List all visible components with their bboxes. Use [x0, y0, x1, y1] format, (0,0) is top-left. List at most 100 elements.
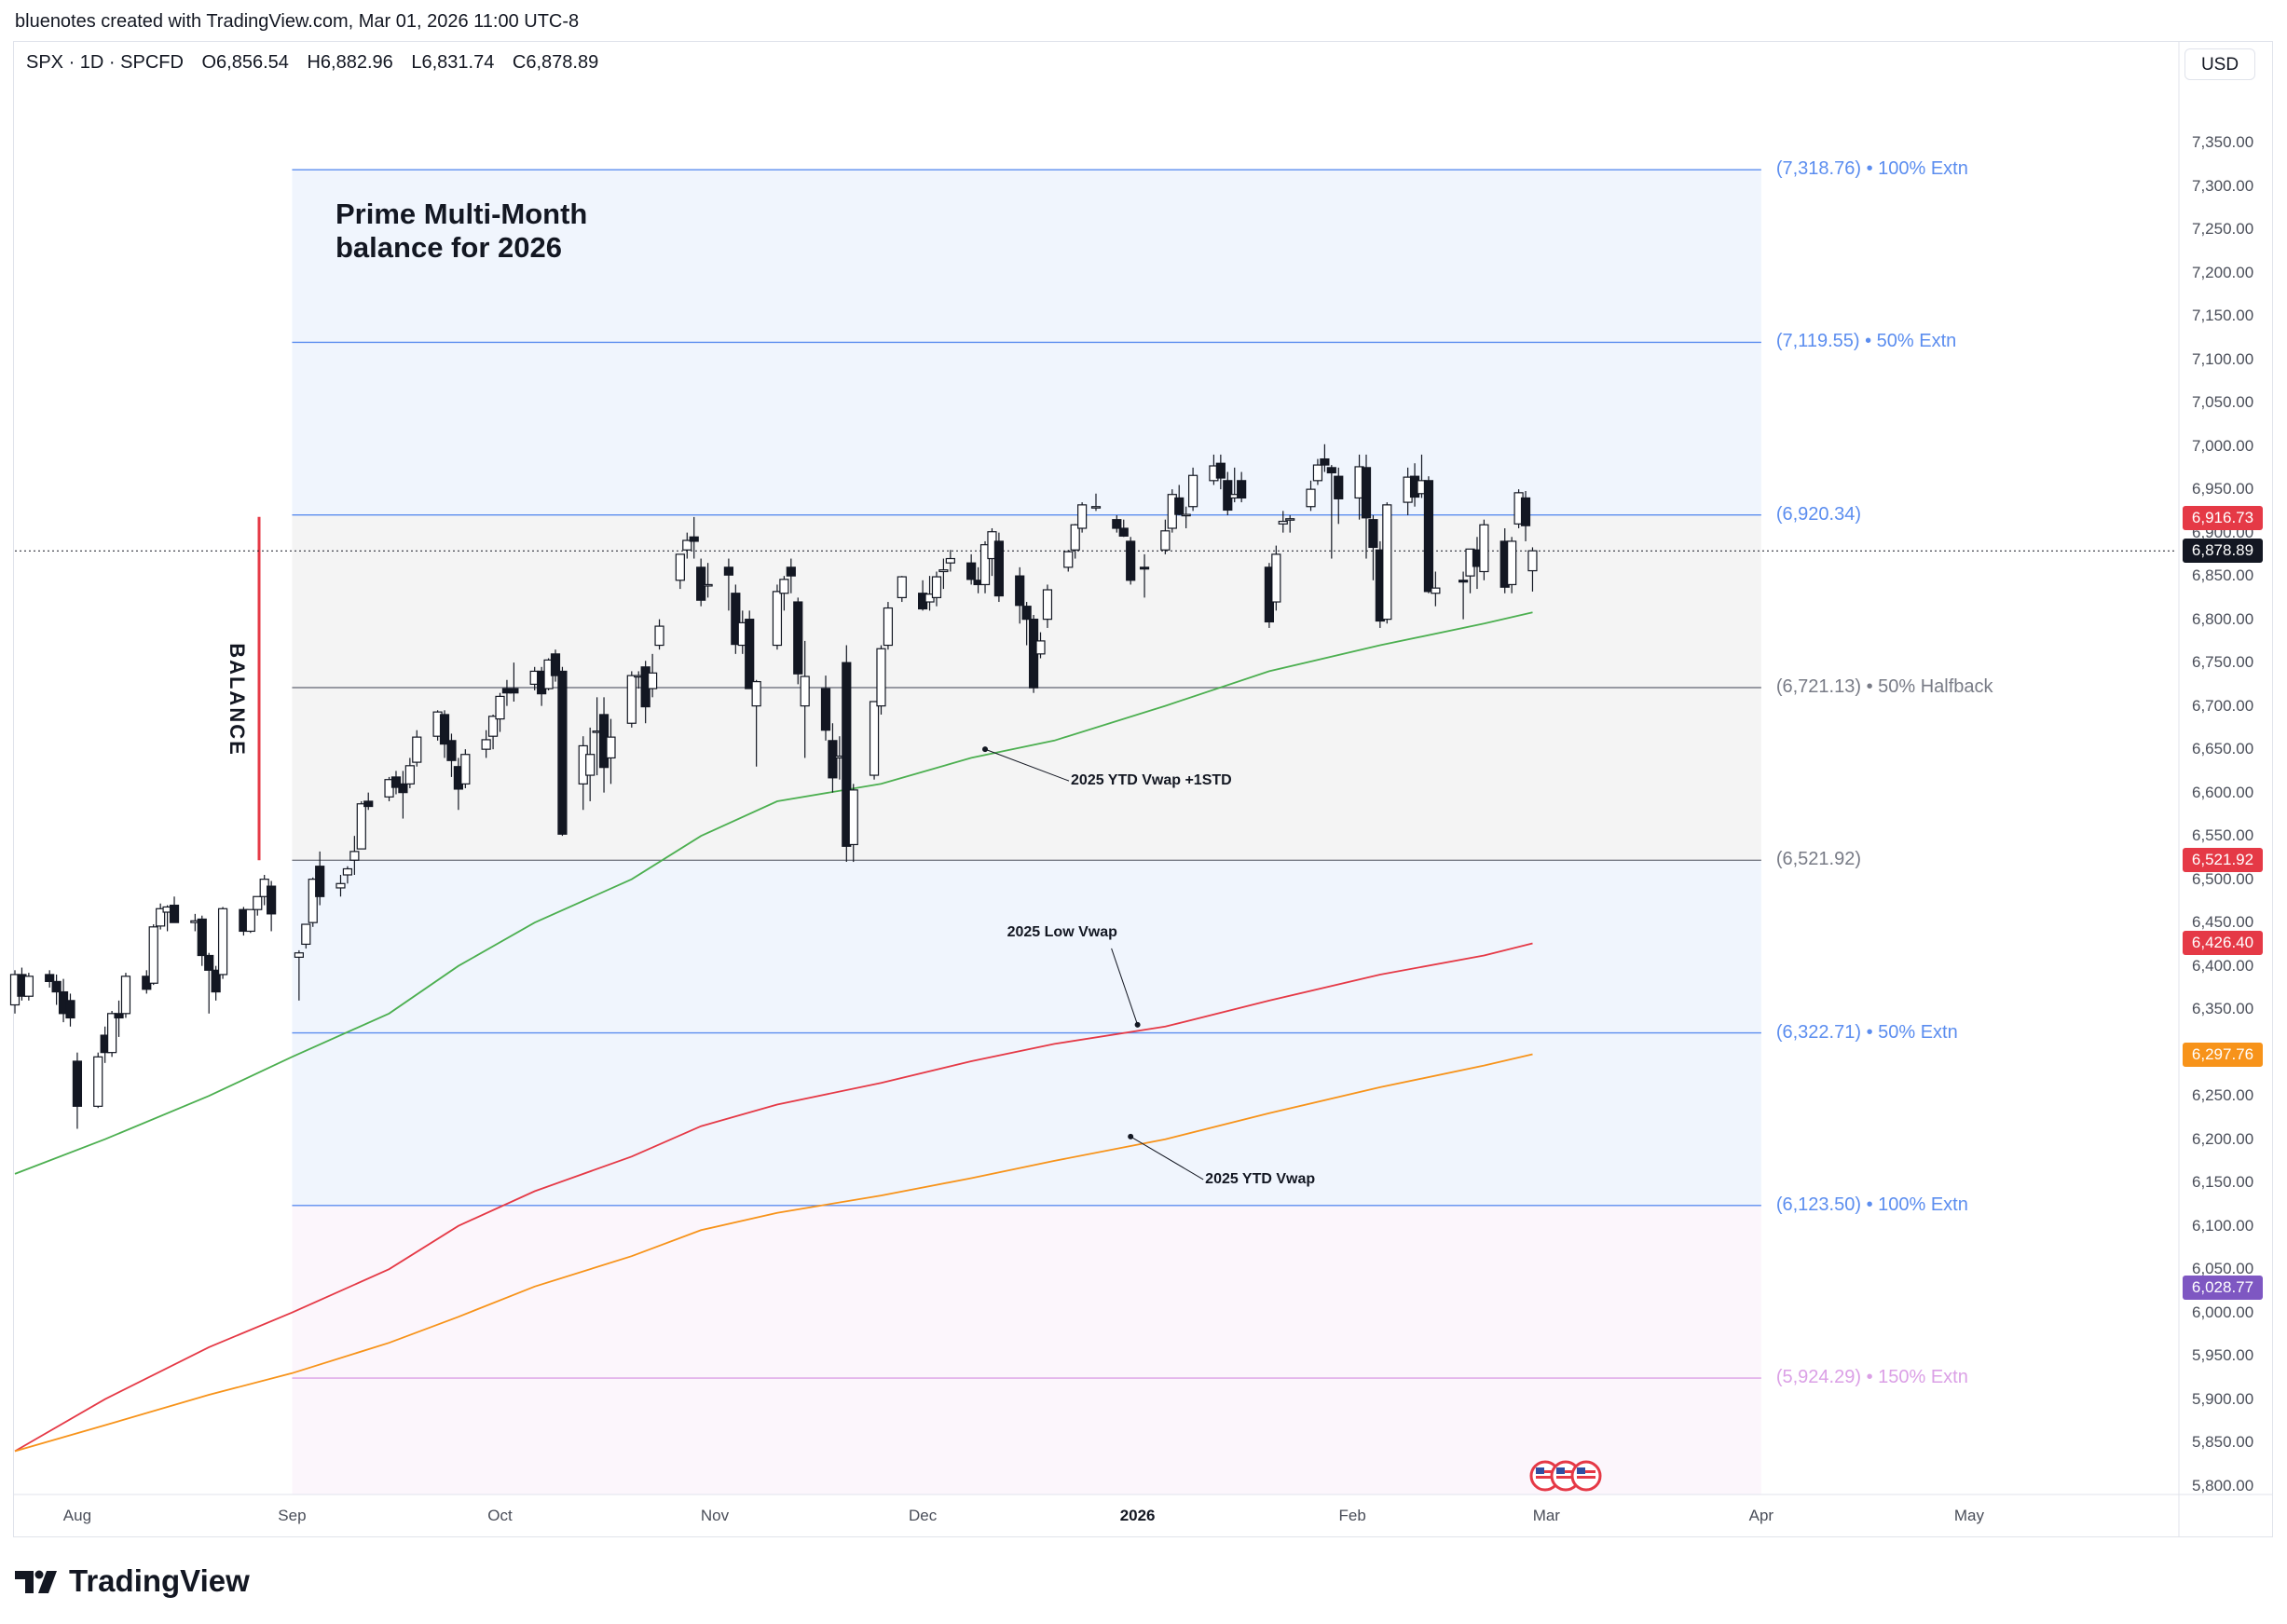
candle-body[interactable] [51, 980, 62, 993]
candle-body[interactable] [495, 695, 505, 720]
candle-body[interactable] [301, 923, 311, 946]
candle-body[interactable] [294, 952, 304, 958]
candle-body[interactable] [1237, 480, 1247, 499]
candle-body[interactable] [460, 754, 471, 785]
candle-body[interactable] [585, 754, 596, 776]
candle-body[interactable] [481, 739, 491, 750]
candle-body[interactable] [1527, 550, 1538, 572]
candle-body[interactable] [1431, 587, 1441, 594]
candle-body[interactable] [197, 918, 207, 957]
candle-body[interactable] [509, 688, 519, 694]
candle-body[interactable] [217, 908, 228, 976]
candle-body[interactable] [1382, 504, 1392, 621]
candle-body[interactable] [204, 954, 214, 971]
candle-body[interactable] [897, 576, 907, 598]
candle-body[interactable] [1278, 520, 1288, 525]
candle-body[interactable] [779, 579, 789, 594]
currency-button[interactable]: USD [2184, 48, 2255, 80]
candle-body[interactable] [723, 566, 733, 576]
candle-body[interactable] [931, 576, 942, 598]
candle-body[interactable] [966, 562, 977, 580]
candle-body[interactable] [1188, 474, 1198, 508]
candle-body[interactable] [1479, 524, 1489, 573]
candle-body[interactable] [786, 566, 796, 577]
candle-body[interactable] [1312, 464, 1323, 482]
candle-body[interactable] [1112, 519, 1122, 529]
candle-body[interactable] [1306, 488, 1316, 508]
candle-body[interactable] [626, 675, 637, 724]
candle-body[interactable] [336, 882, 346, 889]
candle-body[interactable] [1035, 640, 1046, 655]
candle-body[interactable] [945, 557, 955, 564]
candle-body[interactable] [1021, 606, 1032, 621]
candle-body[interactable] [72, 1060, 83, 1107]
candle-body[interactable] [398, 783, 408, 794]
candle-body[interactable] [675, 553, 685, 581]
candle-body[interactable] [731, 593, 741, 646]
candle-body[interactable] [820, 688, 831, 731]
candle-body[interactable] [682, 539, 692, 551]
candle-body[interactable] [654, 625, 664, 647]
candle-body[interactable] [883, 607, 894, 647]
candle-body[interactable] [1077, 504, 1088, 529]
candle-body[interactable] [1271, 553, 1281, 603]
candle-body[interactable] [363, 800, 374, 808]
candle-body[interactable] [1423, 480, 1434, 593]
candle-body[interactable] [842, 662, 852, 847]
candle-body[interactable] [384, 779, 394, 798]
candle-body[interactable] [315, 866, 325, 897]
candle-body[interactable] [1520, 497, 1531, 526]
candle-body[interactable] [993, 540, 1004, 597]
candle-body[interactable] [349, 851, 360, 861]
candle-body[interactable] [1015, 575, 1025, 607]
candle-body[interactable] [1070, 524, 1080, 551]
candle-body[interactable] [1361, 467, 1372, 519]
candle-body[interactable] [148, 926, 158, 984]
candle-body[interactable] [876, 648, 886, 707]
candle-body[interactable] [342, 867, 353, 876]
candle-body[interactable] [1160, 530, 1171, 551]
candle-body[interactable] [1320, 457, 1330, 466]
candle-body[interactable] [1118, 527, 1129, 537]
candle-body[interactable] [404, 765, 415, 785]
candle-body[interactable] [120, 976, 131, 1015]
candle-body[interactable] [606, 736, 616, 759]
candle-body[interactable] [557, 670, 568, 835]
candle-body[interactable] [93, 1056, 103, 1107]
candle-body[interactable] [1368, 519, 1378, 549]
candle-body[interactable] [550, 653, 561, 676]
candle-body[interactable] [245, 908, 255, 933]
candle-body[interactable] [308, 879, 318, 923]
candle-body[interactable] [772, 591, 783, 647]
candle-body[interactable] [1139, 566, 1150, 570]
candle-body[interactable] [793, 601, 803, 675]
candle-body[interactable] [211, 969, 221, 993]
candle-body[interactable] [156, 908, 166, 927]
event-flags-icon[interactable] [1528, 1459, 1622, 1493]
candle-body[interactable] [169, 904, 180, 923]
candle-body[interactable] [107, 1013, 117, 1054]
candle-body[interactable] [828, 740, 838, 779]
candle-body[interactable] [1174, 497, 1185, 515]
candle-body[interactable] [267, 885, 277, 915]
candle-body[interactable] [1334, 475, 1344, 499]
candle-body[interactable] [648, 672, 658, 689]
candle-body[interactable] [65, 1000, 75, 1019]
candle-body[interactable] [23, 976, 34, 997]
candle-body[interactable] [1042, 589, 1053, 621]
candle-body[interactable] [1063, 551, 1074, 568]
candle-body[interactable] [745, 619, 755, 689]
candle-body[interactable] [45, 974, 55, 983]
candle-body[interactable] [356, 803, 366, 850]
candle-body[interactable] [1507, 540, 1517, 586]
candle-body[interactable] [800, 676, 810, 707]
candle-body[interactable] [848, 789, 858, 846]
candle-body[interactable] [412, 736, 422, 763]
candle-body[interactable] [689, 536, 699, 542]
flag-icon[interactable] [1570, 1460, 1602, 1492]
candle-body[interactable] [938, 569, 949, 573]
candle-body[interactable] [751, 681, 761, 707]
candle-body[interactable] [703, 583, 713, 587]
candle-body[interactable] [1181, 513, 1191, 517]
